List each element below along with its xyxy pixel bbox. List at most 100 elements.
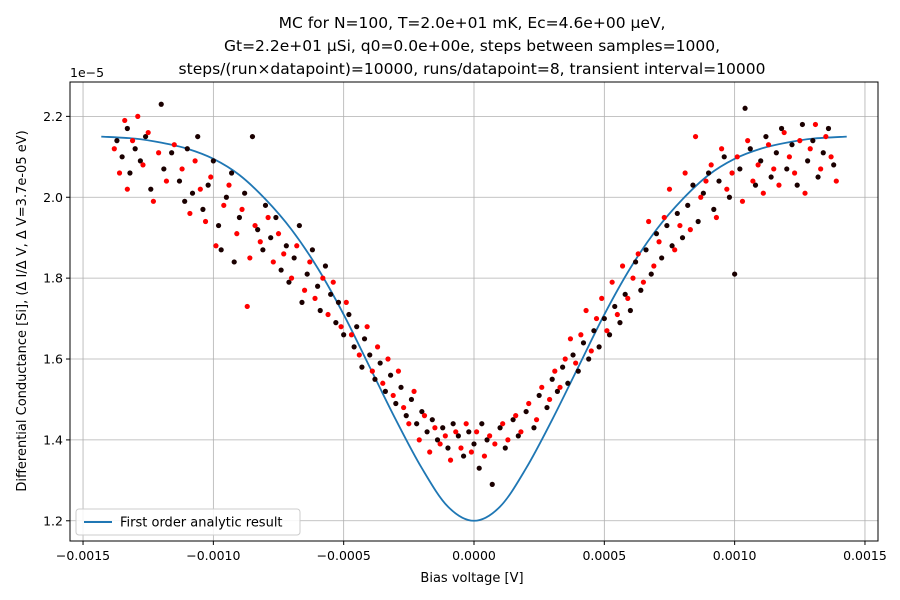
axis-ticks: −0.0015 −0.0010 −0.0005 0.0000 0.0005 0.0010 0… [43, 109, 887, 563]
data-point [377, 360, 383, 366]
data-point [575, 368, 581, 374]
data-point [812, 121, 819, 128]
data-point [385, 356, 391, 362]
data-point [442, 433, 448, 439]
data-point [158, 101, 164, 107]
data-point [299, 299, 305, 306]
data-point [638, 287, 644, 293]
data-point [692, 133, 699, 140]
data-point [208, 174, 214, 180]
data-point [687, 227, 693, 233]
data-point [161, 166, 167, 172]
data-point [142, 133, 149, 140]
data-point [291, 255, 297, 261]
data-point [229, 170, 235, 176]
data-point [286, 279, 292, 285]
data-point [382, 388, 388, 394]
analytic-line-layer [101, 135, 847, 522]
data-point [604, 328, 610, 334]
data-point [346, 311, 352, 318]
data-point [560, 364, 566, 370]
data-point [145, 129, 151, 136]
data-point [179, 166, 185, 172]
data-point [466, 429, 472, 435]
data-point [213, 243, 219, 249]
data-point [195, 133, 201, 140]
data-point [565, 380, 571, 386]
analytic-result-line [101, 135, 847, 522]
x-tick-label: 0.0010 [713, 548, 757, 563]
data-point [705, 170, 712, 176]
data-point [635, 251, 641, 257]
data-point [546, 396, 553, 403]
data-point [476, 465, 482, 471]
data-point [805, 158, 811, 164]
data-point [364, 324, 370, 330]
x-tick-label: 0.0015 [843, 548, 887, 563]
data-point [695, 218, 701, 225]
data-point [275, 231, 282, 237]
data-point [408, 396, 415, 403]
data-point [401, 404, 407, 411]
data-point [570, 352, 576, 358]
data-point [283, 243, 289, 249]
data-point [202, 218, 209, 225]
data-point [427, 449, 433, 455]
data-point [260, 247, 266, 253]
data-point [127, 170, 133, 176]
data-point [643, 247, 649, 253]
data-point [421, 413, 428, 419]
data-point [281, 251, 287, 257]
data-point [471, 441, 477, 447]
data-point [815, 174, 821, 180]
data-point [403, 413, 409, 419]
legend: First order analytic result [75, 508, 301, 536]
data-point [557, 384, 563, 390]
data-point [288, 275, 295, 281]
data-point [698, 194, 704, 200]
data-point [218, 247, 224, 253]
data-point [820, 150, 826, 156]
data-point [129, 138, 136, 144]
data-point [760, 190, 766, 196]
data-point [114, 138, 120, 144]
data-point [249, 133, 256, 140]
data-point [184, 146, 190, 152]
data-point [583, 307, 589, 314]
data-point [205, 182, 211, 188]
data-point [750, 178, 756, 184]
data-point [189, 190, 196, 196]
data-point [387, 372, 394, 378]
data-point [489, 481, 495, 487]
data-point [627, 307, 633, 314]
data-point [239, 206, 245, 212]
data-point [724, 186, 730, 192]
data-point [591, 328, 597, 334]
data-point [361, 336, 368, 342]
data-point [619, 263, 626, 269]
y-tick-label: 1.8 [43, 271, 63, 286]
data-point [734, 154, 740, 160]
data-point [124, 186, 130, 192]
data-point [333, 320, 339, 326]
data-point [132, 146, 138, 152]
data-point [653, 231, 660, 237]
data-point [648, 271, 654, 277]
data-point [244, 303, 250, 310]
data-point [513, 413, 519, 419]
data-point [758, 158, 764, 164]
data-point [781, 129, 787, 136]
data-point [708, 162, 714, 168]
data-point [348, 332, 355, 338]
data-point [606, 332, 613, 338]
data-point [140, 162, 146, 168]
data-point [679, 235, 686, 241]
data-point [747, 146, 753, 152]
y-tick-label: 2.2 [43, 109, 63, 124]
data-point [666, 186, 673, 192]
x-tick-label: −0.0015 [56, 548, 110, 563]
data-point [367, 352, 373, 358]
data-point [257, 239, 263, 245]
x-tick-label: 0.0005 [582, 548, 626, 563]
data-point [338, 324, 344, 330]
